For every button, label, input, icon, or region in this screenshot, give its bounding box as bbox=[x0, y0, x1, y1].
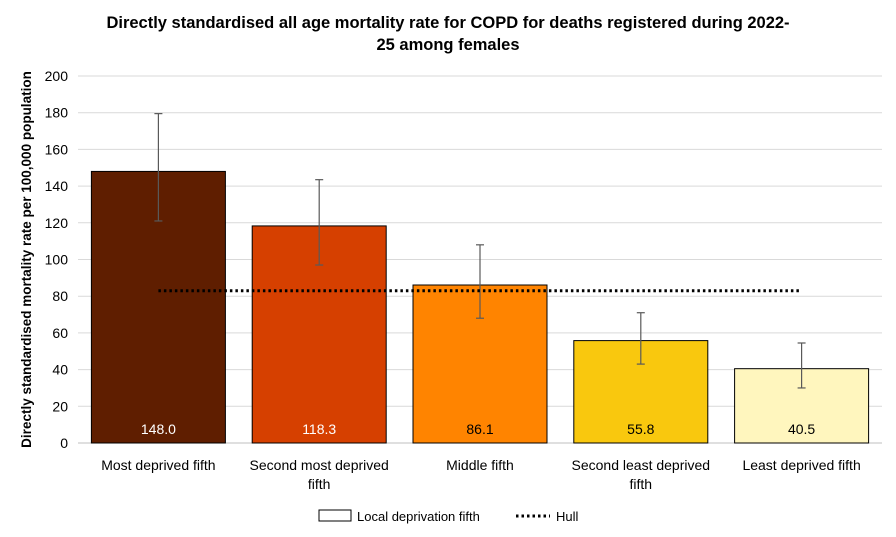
y-tick-label: 180 bbox=[45, 105, 69, 121]
x-tick-label: Middle fifth bbox=[446, 457, 514, 473]
y-tick-label: 60 bbox=[52, 325, 68, 341]
x-tick-label: Second least deprived bbox=[572, 457, 711, 473]
legend-entry-hull: Hull bbox=[516, 509, 579, 524]
chart-title: Directly standardised all age mortality … bbox=[106, 14, 789, 54]
y-tick-label: 80 bbox=[52, 288, 68, 304]
error-bar bbox=[154, 113, 163, 222]
x-tick-label: Second most deprived bbox=[250, 457, 389, 473]
legend-label: Hull bbox=[556, 509, 579, 524]
y-tick-label: 120 bbox=[45, 215, 69, 231]
x-tick-label: fifth bbox=[630, 476, 653, 492]
y-tick-label: 0 bbox=[60, 435, 68, 451]
y-tick-label: 160 bbox=[45, 141, 69, 157]
data-labels: 148.0 118.3 86.1 55.8 40.5 bbox=[141, 421, 816, 437]
chart-title-line: 25 among females bbox=[376, 36, 519, 54]
y-axis-ticks: 0 20 40 60 80 100 120 140 160 180 200 bbox=[45, 68, 69, 451]
y-tick-label: 40 bbox=[52, 362, 68, 378]
data-label: 86.1 bbox=[466, 421, 493, 437]
y-tick-label: 140 bbox=[45, 178, 69, 194]
y-axis-label: Directly standardised mortality rate per… bbox=[19, 71, 34, 448]
error-bars bbox=[154, 113, 806, 389]
chart-title-line: Directly standardised all age mortality … bbox=[106, 14, 789, 32]
error-bar bbox=[315, 179, 324, 266]
legend-entry-local-deprivation: Local deprivation fifth bbox=[318, 509, 480, 524]
y-tick-label: 20 bbox=[52, 398, 68, 414]
x-tick-label: Least deprived fifth bbox=[742, 457, 860, 473]
legend-label: Local deprivation fifth bbox=[357, 509, 480, 524]
x-tick-label: Most deprived fifth bbox=[101, 457, 215, 473]
error-bar bbox=[797, 342, 806, 389]
error-bar bbox=[636, 312, 645, 365]
data-label: 148.0 bbox=[141, 421, 176, 437]
legend: Local deprivation fifth Hull bbox=[318, 509, 579, 524]
y-axis-title: Directly standardised mortality rate per… bbox=[19, 71, 34, 448]
y-tick-label: 200 bbox=[45, 68, 69, 84]
y-tick-label: 100 bbox=[45, 252, 69, 268]
x-tick-label: fifth bbox=[308, 476, 331, 492]
data-label: 40.5 bbox=[788, 421, 815, 437]
bars bbox=[90, 170, 870, 444]
x-axis-categories: Most deprived fifth Second most deprived f… bbox=[101, 457, 861, 492]
data-label: 55.8 bbox=[627, 421, 654, 437]
error-bar bbox=[476, 244, 484, 319]
data-label: 118.3 bbox=[302, 421, 336, 437]
legend-swatch-bar bbox=[318, 509, 352, 522]
